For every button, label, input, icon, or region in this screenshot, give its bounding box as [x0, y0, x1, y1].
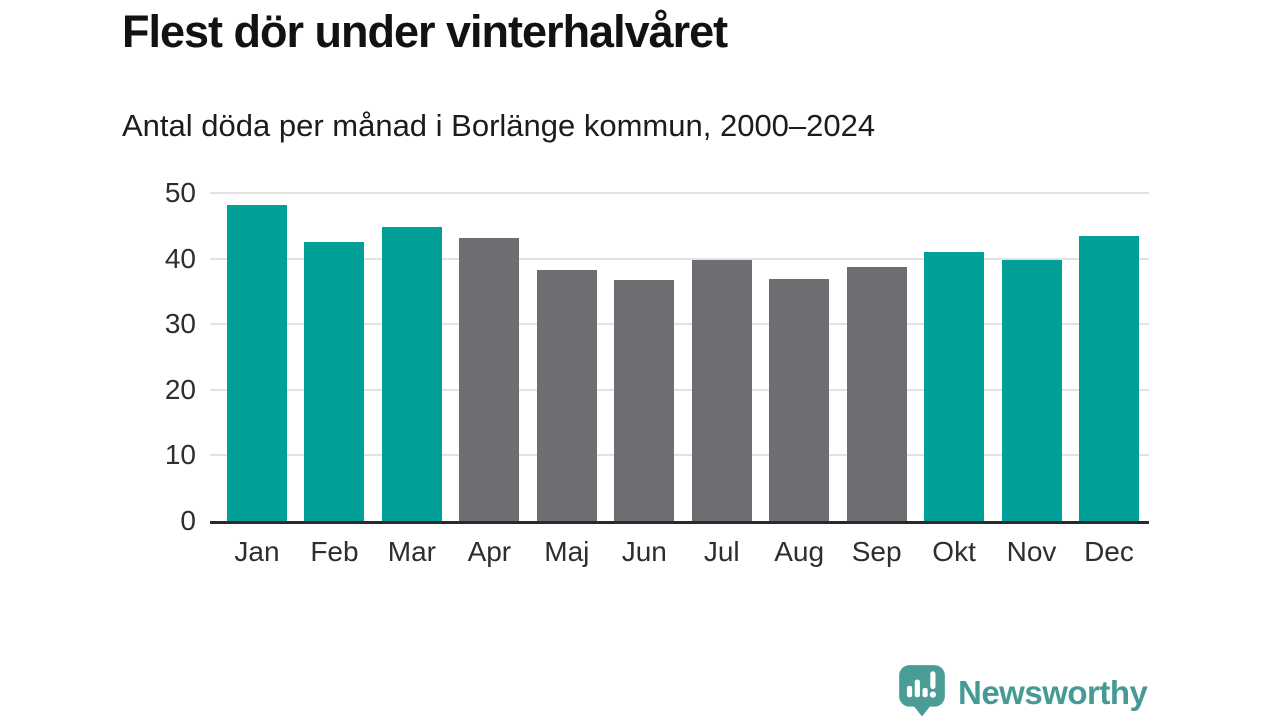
bar-sep: [846, 267, 907, 521]
y-axis: 0 10 20 30 40 50: [0, 179, 196, 535]
chart-subtitle: Antal döda per månad i Borlänge kommun, …: [122, 108, 876, 143]
bar-mar: [381, 227, 442, 521]
chart-title: Flest dör under vinterhalvåret: [122, 6, 728, 57]
bar-dec: [1078, 235, 1139, 521]
gridline-50: [210, 192, 1149, 194]
bar-aug: [769, 278, 830, 521]
bar-maj: [536, 269, 597, 521]
gridline-30: [210, 323, 1149, 326]
x-axis-tick-label-jul: Jul: [703, 536, 740, 567]
gridline-10: [210, 454, 1149, 457]
x-axis-tick-label-mar: Mar: [387, 536, 437, 567]
y-axis-tick-label-0: 0: [180, 505, 196, 536]
x-axis: Jan Feb Mar Apr Maj Jun Jul Aug Sep Okt Nov Dec: [210, 536, 1149, 568]
x-axis-tick-label-sep: Sep: [851, 536, 902, 567]
x-axis-tick-label-jan: Jan: [234, 536, 280, 567]
brand-name: Newsworthy: [958, 673, 1148, 711]
x-axis-tick-label-maj: Maj: [544, 536, 590, 567]
bar-nov: [1001, 259, 1062, 521]
gridline-20: [210, 388, 1149, 391]
x-axis-tick-label-nov: Nov: [1006, 536, 1057, 567]
y-axis-tick-label-30: 30: [164, 308, 196, 340]
y-axis-tick-label-40: 40: [164, 242, 196, 274]
chart-plot-area: [210, 192, 1149, 524]
y-axis-tick-label-50: 50: [164, 177, 196, 208]
x-axis-tick-label-okt: Okt: [932, 536, 976, 567]
x-axis-tick-label-apr: Apr: [467, 536, 512, 567]
bar-jun: [614, 280, 675, 521]
gridline-40: [210, 257, 1149, 260]
x-axis-tick-label-dec: Dec: [1084, 536, 1134, 567]
bar-apr: [459, 237, 520, 521]
newsworthy-logo-icon: [897, 663, 947, 720]
x-axis-tick-label-feb: Feb: [310, 536, 359, 567]
brand-footer: Newsworthy: [897, 663, 1148, 720]
bar-okt: [924, 252, 985, 521]
y-axis-tick-label-10: 10: [164, 439, 196, 471]
bar-jul: [691, 259, 752, 521]
bar-jan: [227, 204, 287, 521]
bar-feb: [304, 241, 365, 521]
y-axis-tick-label-20: 20: [164, 373, 196, 405]
x-axis-tick-label-aug: Aug: [774, 536, 825, 567]
x-axis-tick-label-jun: Jun: [621, 536, 667, 567]
